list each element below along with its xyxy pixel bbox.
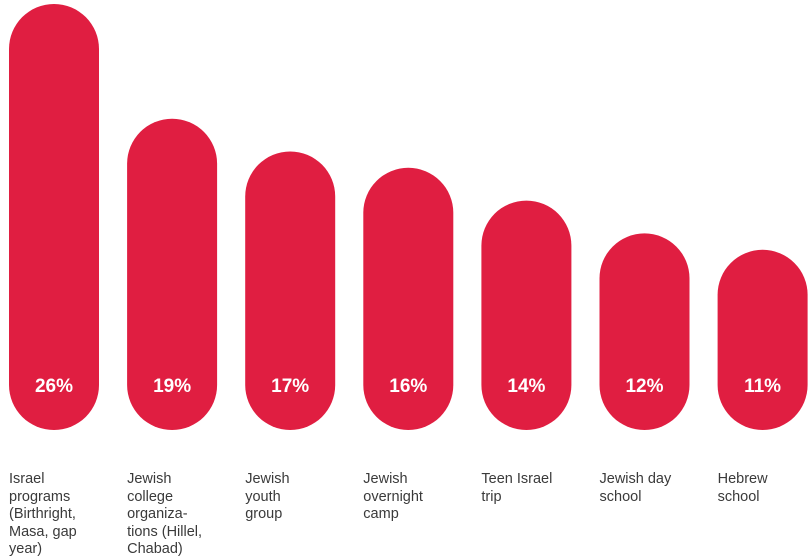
category-label-line: Chabad) bbox=[127, 541, 183, 557]
category-label-3: Jewish youth group bbox=[245, 471, 345, 524]
bar-1 bbox=[9, 4, 99, 430]
category-label-4: Jewish overnight camp bbox=[363, 471, 463, 524]
category-label-line: overnight bbox=[363, 488, 423, 505]
category-label-1: Israel programs (Birthright, Masa, gap year) bbox=[9, 471, 109, 559]
category-label-line: Jewish bbox=[127, 471, 172, 487]
category-label-line: year) bbox=[9, 541, 43, 557]
category-label-line: trip bbox=[481, 488, 502, 505]
bar-value-label-5: 14% bbox=[507, 376, 545, 397]
category-label-line: camp bbox=[363, 506, 399, 522]
bar-value-label-2: 19% bbox=[153, 376, 191, 397]
bar-value-label-1: 26% bbox=[35, 376, 73, 397]
category-label-line: Jewish day bbox=[599, 471, 672, 487]
category-label-line: school bbox=[717, 488, 760, 505]
category-label-line: programs bbox=[9, 488, 71, 505]
category-label-line: Jewish bbox=[245, 471, 290, 487]
category-label-2: Jewish college organiza-tions (Hillel, Chab… bbox=[127, 471, 227, 559]
category-label-line: organiza- bbox=[127, 506, 188, 522]
bar-3 bbox=[245, 151, 336, 430]
category-label-line: Jewish bbox=[363, 471, 408, 487]
category-label-line: youth bbox=[245, 488, 281, 505]
bars-group bbox=[9, 4, 808, 431]
bar-value-label-6: 12% bbox=[625, 376, 663, 397]
category-label-line: Masa, gap bbox=[9, 523, 77, 540]
category-label-7: Hebrew school bbox=[718, 471, 808, 506]
category-label-line: college bbox=[127, 488, 174, 505]
category-label-line: Hebrew bbox=[717, 471, 768, 487]
category-label-line: Teen Israel bbox=[481, 471, 553, 487]
category-label-line: (Birthright, bbox=[9, 506, 76, 522]
category-label-line: Israel bbox=[9, 471, 45, 487]
bar-value-label-3: 17% bbox=[271, 376, 309, 397]
category-label-5: Teen Israel trip bbox=[481, 471, 581, 506]
category-label-6: Jewish day school bbox=[600, 471, 700, 506]
value-labels-group: 26% 19% 17% 16% 14% 12% 11% bbox=[35, 376, 781, 397]
bar-2 bbox=[127, 118, 218, 430]
bar-5 bbox=[481, 200, 572, 430]
bar-6 bbox=[599, 233, 690, 430]
category-label-line: school bbox=[599, 488, 642, 505]
bar-value-label-4: 16% bbox=[389, 376, 427, 397]
category-label-line: tions (Hillel, bbox=[127, 523, 203, 540]
bar-value-label-7: 11% bbox=[744, 376, 781, 397]
category-label-line: group bbox=[245, 506, 283, 522]
bar-4 bbox=[363, 167, 454, 431]
bar-7 bbox=[717, 249, 808, 430]
